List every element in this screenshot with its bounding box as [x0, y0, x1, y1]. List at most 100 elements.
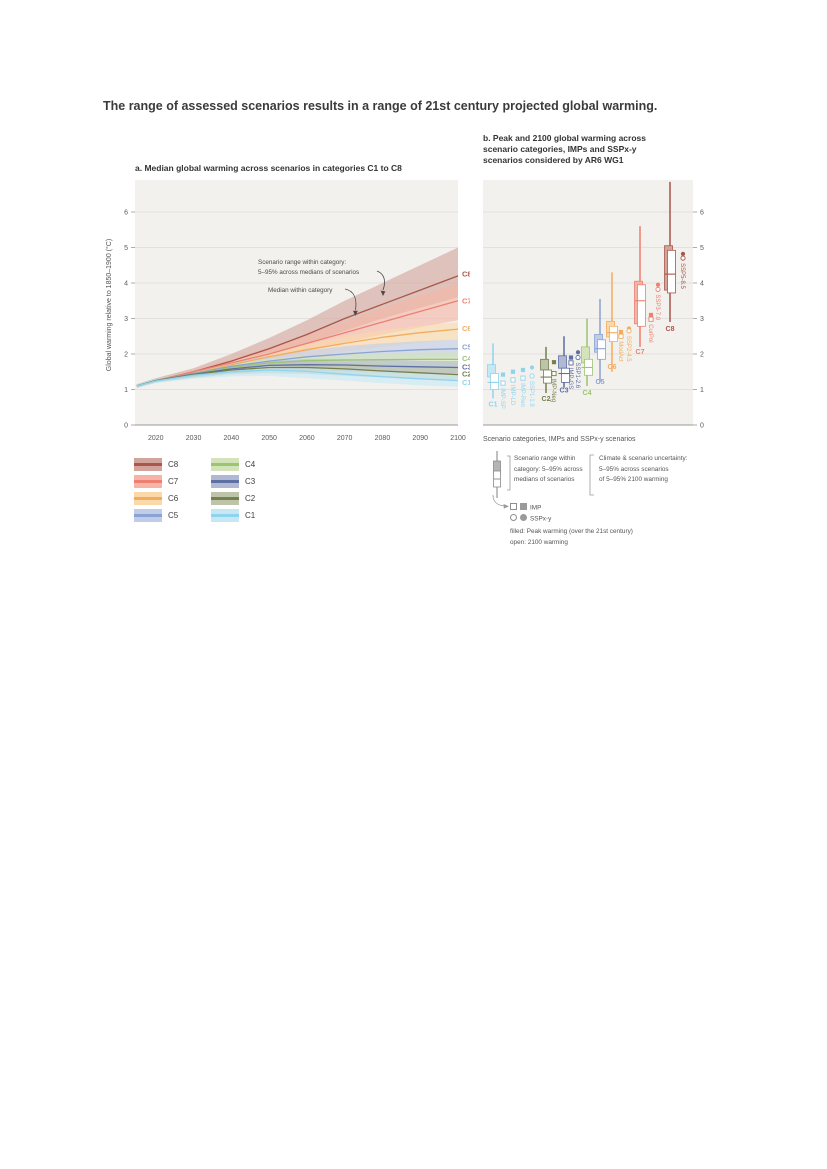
- legend-item-C7: C7: [134, 473, 211, 490]
- marker-label-SSP1-1.9: SSP1-1.9: [528, 381, 534, 407]
- marker-2100-SSP3-7.0: [655, 286, 661, 292]
- legend-swatch-C6: [134, 492, 162, 505]
- legend-swatch-line: [211, 480, 239, 483]
- y-tick-label: 5: [124, 245, 128, 252]
- marker-peak-IMP-SP: [500, 372, 506, 377]
- legend-range-bracket: [507, 455, 511, 491]
- legend-label-C5: C5: [168, 511, 179, 520]
- box-label-C3: C3: [560, 387, 569, 394]
- marker-peak-ModAct: [618, 329, 624, 335]
- annotation-range-line1: Scenario range within category:: [258, 259, 346, 266]
- y2100-box-C1: [490, 373, 499, 390]
- box-label-C4: C4: [583, 390, 592, 397]
- annotation-range-line2: 5–95% across medians of scenarios: [258, 269, 359, 276]
- x-tick-label: 2070: [337, 435, 353, 442]
- legend-range-text: Scenario range within category: 5–95% ac…: [514, 455, 583, 483]
- marker-label-ModAct: ModAct: [617, 341, 623, 362]
- y-tick-label: 2: [700, 352, 704, 359]
- marker-2100-IMP-GS: [568, 360, 574, 366]
- legend-label-C4: C4: [245, 460, 256, 469]
- legend-swatch-C5: [134, 509, 162, 522]
- legend-label-C2: C2: [245, 494, 256, 503]
- y-tick-label: 4: [124, 281, 128, 288]
- marker-label-IMP-LD: IMP-LD: [509, 385, 515, 406]
- y2100-box-C6: [609, 325, 618, 342]
- legend-ssp-label: SSPx-y: [530, 515, 552, 523]
- marker-peak-IMP-Neg: [551, 360, 557, 365]
- marker-peak-SSP1-2.6: [575, 350, 581, 355]
- y-tick-label: 3: [700, 316, 704, 323]
- legend-uncertainty-text: Climate & scenario uncertainty: 5–95% ac…: [599, 455, 688, 483]
- y-tick-label: 1: [700, 387, 704, 394]
- legend-label-C6: C6: [168, 494, 179, 503]
- x-tick-label: 2060: [299, 435, 315, 442]
- median-line-C1: [136, 369, 459, 387]
- series-label-C3: C3: [462, 362, 470, 371]
- marker-2100-CurPol: [648, 316, 654, 322]
- annotation-median-line: Median within category: [268, 287, 333, 294]
- marker-peak-IMP-GS: [568, 355, 574, 360]
- marker-2100-SSP1-2.6: [575, 354, 581, 361]
- legend-item-C4: C4: [211, 456, 288, 473]
- imp-filled-square-icon: [520, 503, 527, 510]
- legend-swatch-C4: [211, 458, 239, 471]
- panel-a-y-axis-label: Global warming relative to 1850–1900 (°C…: [105, 239, 113, 371]
- series-label-C5: C5: [462, 342, 470, 351]
- y-tick-label: 2: [124, 352, 128, 359]
- legend-swatch-C3: [211, 475, 239, 488]
- legend-swatch-C7: [134, 475, 162, 488]
- legend-swatch-line: [211, 463, 239, 466]
- panel-a-generated: 0 1 2 3 4 5 6 2020 2030 2040 2050 2060 2070 2080 2090 2…: [124, 180, 470, 442]
- legend-item-C1: C1: [211, 507, 288, 524]
- y2100-box-C5: [597, 339, 606, 360]
- y-tick-label: 4: [700, 281, 704, 288]
- marker-2100-ModAct: [618, 333, 624, 339]
- legend-arrow: [492, 495, 509, 509]
- panel-b-legend: Scenario range within category: 5–95% ac…: [483, 447, 743, 557]
- marker-peak-CurPol: [648, 312, 654, 318]
- median-line-C7: [136, 300, 459, 387]
- panel-b-static: Scenario categories, IMPs and SSPx-y sce…: [483, 436, 636, 443]
- legend-item-C6: C6: [134, 490, 211, 507]
- x-tick-label: 2080: [375, 435, 391, 442]
- y2100-box-C7: [637, 284, 646, 327]
- ssp-filled-circle-icon: [520, 514, 527, 521]
- figure-title: The range of assessed scenarios results …: [103, 99, 658, 113]
- x-tick-label: 2030: [186, 435, 202, 442]
- y-tick-label: 0: [700, 423, 704, 430]
- series-label-C8: C8: [462, 270, 470, 279]
- series-label-C1: C1: [462, 378, 470, 387]
- marker-label-IMP-Ren: IMP-Ren: [519, 383, 525, 407]
- x-tick-label: 2100: [450, 435, 466, 442]
- marker-label-IMP-GS: IMP-GS: [567, 368, 573, 389]
- marker-2100-IMP-Ren: [520, 375, 526, 381]
- y-tick-label: 6: [700, 210, 704, 217]
- marker-label-IMP-Neg: IMP-Neg: [550, 379, 556, 403]
- panel-b-chart: 0 1 2 3 4 5 6 C1 C2 C3 C4 C5 C6 C7 C8 IMP-SP IMP-LD IMP-R…: [483, 180, 704, 443]
- panel-b-x-axis-label: Scenario categories, IMPs and SSPx-y sce…: [483, 436, 636, 443]
- marker-label-IMP-SP: IMP-SP: [499, 388, 505, 409]
- legend-swatch-line: [134, 497, 162, 500]
- panel-a-chart: 0 1 2 3 4 5 6 2020 2030 2040 2050 2060 2070 2080 2090 2…: [105, 180, 470, 442]
- marker-peak-IMP-Ren: [520, 367, 526, 373]
- marker-2100-IMP-LD: [510, 377, 516, 383]
- series-label-C6: C6: [462, 324, 470, 333]
- panel-b-title: b. Peak and 2100 global warming across s…: [483, 133, 646, 165]
- marker-2100-SSP5-8.5: [680, 255, 686, 261]
- legend-boxplot-glyph: [493, 451, 501, 498]
- legend-swatch-C1: [211, 509, 239, 522]
- x-tick-label: 2050: [261, 435, 277, 442]
- legend-swatch-C2: [211, 492, 239, 505]
- legend-filled-note: filled: Peak warming (over the 21st cent…: [510, 528, 633, 535]
- category-legend: C8 C7 C6 C5 C4 C3 C2 C1: [134, 456, 288, 524]
- legend-uncertainty-bracket: [589, 454, 594, 496]
- marker-2100-IMP-Neg: [551, 370, 557, 377]
- legend-swatch-line: [211, 514, 239, 517]
- annotation-median-arrowhead: [353, 310, 358, 316]
- y2100-box-C3: [561, 367, 570, 383]
- box-label-C5: C5: [596, 379, 605, 386]
- marker-label-SSP5-8.5: SSP5-8.5: [679, 263, 685, 289]
- marker-label-SSP3-7.0: SSP3-7.0: [654, 294, 660, 320]
- x-tick-label: 2020: [148, 435, 164, 442]
